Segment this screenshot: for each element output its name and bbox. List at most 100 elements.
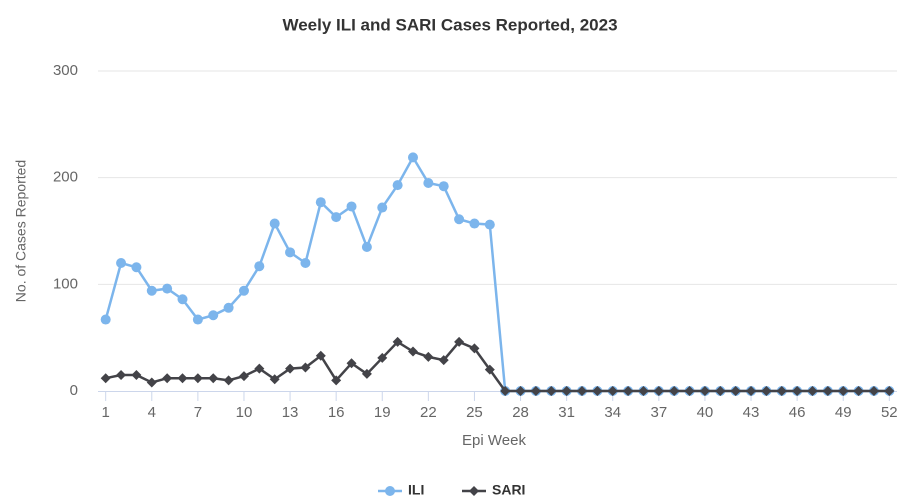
x-tick-label: 1	[102, 404, 110, 421]
x-tick-label: 37	[650, 404, 667, 421]
data-point	[822, 386, 833, 396]
data-point	[530, 386, 541, 396]
data-point	[715, 386, 726, 396]
x-tick-label: 25	[466, 404, 483, 421]
y-tick-label: 0	[70, 382, 78, 399]
data-point	[807, 386, 818, 396]
data-point	[300, 362, 311, 373]
x-tick-label: 49	[835, 404, 852, 421]
x-tick-label: 28	[512, 404, 529, 421]
series-line	[105, 340, 890, 393]
y-tick-label: 200	[53, 169, 78, 186]
data-point	[254, 261, 265, 272]
data-point	[223, 375, 234, 386]
x-tick-label: 7	[194, 404, 202, 421]
data-point	[669, 386, 680, 396]
data-point	[623, 386, 634, 396]
data-point	[454, 336, 465, 347]
data-point	[162, 373, 173, 384]
data-point	[238, 285, 249, 296]
data-point	[146, 285, 157, 296]
data-point	[346, 358, 357, 369]
x-tick-label: 19	[374, 404, 391, 421]
data-point	[254, 363, 265, 374]
data-point	[331, 375, 342, 386]
legend-label: ILI	[408, 482, 424, 498]
data-point	[162, 283, 173, 294]
data-point	[192, 373, 203, 384]
data-point	[515, 386, 526, 396]
data-point	[607, 386, 618, 396]
data-point	[776, 386, 787, 396]
data-point	[838, 386, 849, 396]
x-tick-label: 22	[420, 404, 437, 421]
data-point	[208, 310, 219, 321]
y-tick-label: 100	[53, 275, 78, 292]
data-point	[407, 346, 418, 357]
data-point	[361, 242, 372, 252]
data-point	[192, 314, 203, 325]
data-point	[761, 386, 772, 396]
legend-label: SARI	[492, 482, 525, 498]
data-point	[131, 262, 142, 273]
data-point	[484, 219, 495, 230]
data-point	[577, 386, 588, 396]
data-point	[469, 218, 480, 229]
data-point	[438, 181, 449, 192]
y-tick-label: 300	[53, 62, 78, 79]
data-point	[269, 218, 280, 229]
data-point	[546, 386, 557, 396]
x-tick-label: 31	[558, 404, 575, 421]
x-tick-label: 10	[236, 404, 253, 421]
y-axis-label: No. of Cases Reported	[13, 160, 29, 302]
data-point	[131, 370, 142, 380]
data-point	[592, 386, 603, 396]
data-point	[285, 247, 296, 258]
legend-marker	[469, 486, 479, 496]
data-point	[638, 386, 649, 396]
data-point	[116, 258, 127, 268]
data-point	[392, 336, 403, 347]
data-point	[269, 374, 280, 385]
data-point	[208, 373, 219, 384]
data-point	[868, 386, 879, 396]
data-point	[392, 180, 403, 191]
data-point	[423, 178, 434, 188]
data-point	[469, 343, 480, 354]
data-point	[884, 386, 895, 396]
x-tick-label: 43	[743, 404, 760, 421]
x-tick-label: 13	[282, 404, 299, 421]
chart-title: Weely ILI and SARI Cases Reported, 2023	[282, 15, 617, 34]
data-point	[438, 355, 449, 366]
data-point	[146, 377, 157, 388]
data-point	[285, 363, 296, 374]
data-point	[699, 386, 710, 396]
data-point	[100, 373, 111, 384]
data-point	[238, 371, 249, 382]
data-point	[315, 350, 326, 361]
data-point	[300, 258, 311, 268]
data-point	[730, 386, 741, 396]
data-point	[500, 386, 511, 396]
data-point	[853, 386, 864, 396]
x-tick-label: 52	[881, 404, 897, 421]
data-point	[407, 152, 418, 163]
data-point	[746, 386, 757, 396]
data-point	[100, 314, 111, 325]
x-tick-label: 40	[697, 404, 714, 421]
data-point	[223, 302, 234, 313]
data-point	[346, 201, 357, 212]
legend-marker	[385, 486, 395, 496]
x-tick-label: 4	[148, 404, 156, 421]
data-point	[377, 202, 388, 213]
data-point	[177, 294, 188, 305]
data-point	[792, 386, 803, 396]
data-point	[561, 386, 572, 396]
x-axis-label: Epi Week	[462, 432, 526, 449]
series-line	[104, 154, 890, 393]
data-point	[315, 197, 326, 208]
data-point	[484, 364, 495, 375]
data-point	[454, 214, 465, 225]
x-tick-label: 46	[789, 404, 806, 421]
